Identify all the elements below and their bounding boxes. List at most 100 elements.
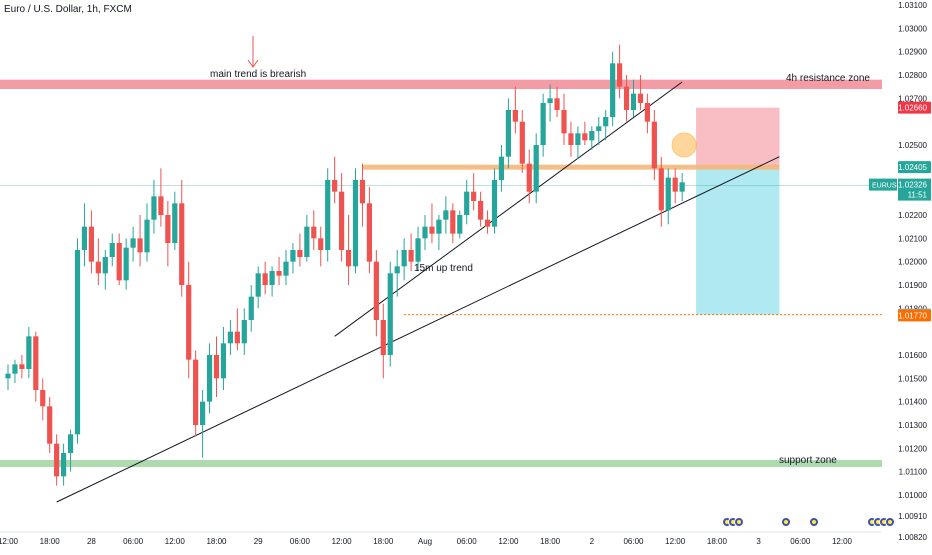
candle-body <box>526 163 532 192</box>
y-tick-label: 1.01900 <box>898 281 927 290</box>
low-price-tag-bg <box>898 309 931 322</box>
candle-body <box>568 133 574 145</box>
x-tick-label: 18:00 <box>40 537 61 546</box>
event-flag-dot <box>882 520 886 524</box>
event-flag-dot <box>737 520 741 524</box>
candle-body <box>158 196 164 215</box>
x-tick-label: 18:00 <box>373 537 394 546</box>
low-price-tag: 1.01770 <box>898 311 927 320</box>
candle-body <box>130 238 136 248</box>
candle-body <box>137 238 143 253</box>
y-tick-label: 1.01200 <box>898 444 927 453</box>
countdown-tag: 11:51 <box>908 191 928 200</box>
event-flag-dot <box>870 520 874 524</box>
candle-body <box>186 285 192 360</box>
x-tick-label: 29 <box>254 537 263 546</box>
level-price-tag-bg <box>898 161 931 174</box>
candle-body <box>5 373 11 379</box>
candle-body <box>248 296 254 320</box>
candle-body <box>512 110 518 122</box>
candle-body <box>47 406 53 444</box>
y-tick-label: 1.01300 <box>898 421 927 430</box>
candle-body <box>200 401 206 425</box>
candle-body <box>582 133 588 141</box>
candle-body <box>554 98 560 110</box>
y-tick-label: 1.00910 <box>898 512 927 521</box>
candle-body <box>339 191 345 250</box>
x-tick-label: 18:00 <box>206 537 227 546</box>
y-tick-label: 1.02700 <box>898 94 927 103</box>
candle-body <box>596 126 602 131</box>
candle-body <box>471 191 477 201</box>
event-flag-dot <box>725 520 729 524</box>
candle-body <box>478 201 484 220</box>
y-tick-label: 1.01100 <box>899 468 928 477</box>
event-flag-dot <box>784 520 788 524</box>
event-flag-dot <box>888 520 892 524</box>
candle-body <box>172 203 178 243</box>
candle-body <box>220 343 227 379</box>
candle-body <box>380 320 386 355</box>
breakout-highlight-circle <box>671 132 697 158</box>
support-zone-label: support zone <box>779 455 837 466</box>
y-tick-label: 1.02200 <box>898 211 927 220</box>
key-level-line <box>362 164 780 170</box>
candle-body <box>540 103 546 145</box>
candle-body <box>519 121 525 164</box>
candle-body <box>623 86 630 110</box>
up-trend-label: 15m up trend <box>414 263 473 274</box>
candle-body <box>464 191 470 215</box>
candle-body <box>227 331 233 344</box>
candle-body <box>40 390 46 407</box>
candle-body <box>345 250 352 267</box>
candle-body <box>116 243 122 281</box>
x-tick-label: 12:00 <box>165 537 186 546</box>
candle-body <box>352 180 359 267</box>
candle-body <box>408 250 414 262</box>
candle-body <box>67 434 74 453</box>
candle-body <box>165 215 171 243</box>
candle-body <box>151 196 157 220</box>
candle-body <box>429 226 435 234</box>
x-tick-label: 06:00 <box>123 537 144 546</box>
candle-body <box>26 336 32 369</box>
candle-body <box>617 63 623 87</box>
candle-body <box>54 443 60 477</box>
candle-body <box>193 359 199 425</box>
candle-body <box>394 266 400 274</box>
candle-body <box>387 273 393 355</box>
candle-body <box>318 238 324 250</box>
y-tick-label: 1.02000 <box>898 258 927 267</box>
candle-body <box>123 247 129 281</box>
candle-body <box>325 180 331 250</box>
candle-body <box>547 98 553 103</box>
x-tick-label: 06:00 <box>457 537 478 546</box>
candle-body <box>88 226 94 262</box>
candle-body <box>589 131 595 141</box>
main-trend-label: main trend is brearish <box>210 69 306 80</box>
x-tick-label: 28 <box>87 537 96 546</box>
candle-body <box>311 226 317 239</box>
symbol-tag: EURUSD <box>872 183 902 190</box>
candle-body <box>234 331 240 344</box>
y-tick-label: 1.02800 <box>898 71 927 80</box>
candle-body <box>575 133 581 145</box>
candle-body <box>262 273 268 285</box>
x-tick-label: 06:00 <box>623 537 644 546</box>
candle-body <box>61 453 67 477</box>
candle-body <box>283 261 289 276</box>
event-flag-dot <box>731 520 735 524</box>
y-tick-label: 1.01000 <box>898 491 927 500</box>
x-tick-label: 12:00 <box>332 537 353 546</box>
x-tick-label: 12:00 <box>498 537 519 546</box>
stop-price-tag: 1.02660 <box>898 104 927 113</box>
candle-body <box>415 238 421 262</box>
x-tick-label: 3 <box>756 537 761 546</box>
symbol-tag-bg <box>869 178 897 191</box>
candle-body <box>665 177 671 211</box>
candle-body <box>241 320 247 344</box>
y-tick-label: 1.02100 <box>898 234 927 243</box>
candle-body <box>637 93 644 103</box>
